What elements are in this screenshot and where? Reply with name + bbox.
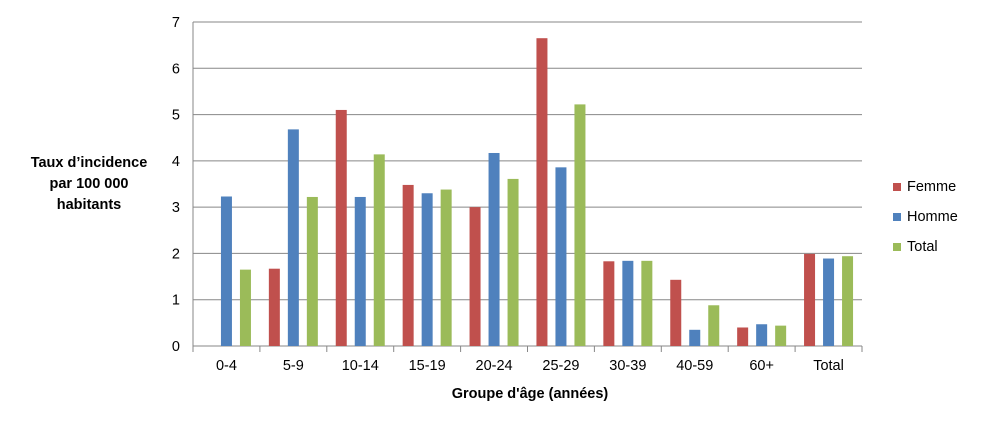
bar-homme-40-59 <box>689 329 701 346</box>
y-tick-label-3: 3 <box>172 200 180 216</box>
legend-swatch-femme <box>893 183 901 191</box>
x-tick-label-Total: Total <box>813 358 844 374</box>
bar-homme-0-4 <box>220 196 232 346</box>
x-tick-label-15-19: 15-19 <box>409 358 446 374</box>
bar-homme-Total <box>823 258 835 346</box>
x-tick-label-30-39: 30-39 <box>609 358 646 374</box>
y-tick-label-1: 1 <box>172 293 180 309</box>
bar-total-5-9 <box>306 196 318 346</box>
legend-label-femme: Femme <box>907 179 957 195</box>
bar-homme-10-14 <box>354 196 366 346</box>
legend-swatch-total <box>893 243 901 251</box>
bar-total-Total <box>842 256 854 346</box>
x-tick-label-25-29: 25-29 <box>542 358 579 374</box>
bar-femme-Total <box>804 253 816 346</box>
x-tick-label-0-4: 0-4 <box>216 358 237 374</box>
bar-homme-15-19 <box>421 193 433 346</box>
y-tick-label-4: 4 <box>172 154 180 170</box>
bar-femme-20-24 <box>469 207 481 346</box>
legend-item-femme: Femme <box>893 172 958 202</box>
y-tick-label-7: 7 <box>172 15 180 31</box>
legend-swatch-homme <box>893 213 901 221</box>
bar-homme-5-9 <box>287 129 299 346</box>
y-tick-label-5: 5 <box>172 108 180 124</box>
bar-homme-30-39 <box>622 260 634 346</box>
x-tick-label-60+: 60+ <box>749 358 774 374</box>
legend-label-homme: Homme <box>907 209 958 225</box>
x-tick-label-5-9: 5-9 <box>283 358 304 374</box>
bar-total-30-39 <box>641 260 653 346</box>
bar-femme-5-9 <box>268 268 280 346</box>
bar-femme-25-29 <box>536 38 548 346</box>
bar-total-25-29 <box>574 104 586 346</box>
bar-total-40-59 <box>708 305 720 346</box>
bar-femme-40-59 <box>670 279 682 346</box>
y-axis-label-line-3: habitants <box>56 197 122 213</box>
y-axis-label-line-2: par 100 000 <box>49 176 129 192</box>
y-axis-label: Taux d’incidence par 100 000 habitants <box>14 153 164 216</box>
bar-femme-30-39 <box>603 261 615 346</box>
legend: Femme Homme Total <box>893 172 958 262</box>
y-tick-label-0: 0 <box>172 339 180 355</box>
x-tick-label-20-24: 20-24 <box>476 358 513 374</box>
legend-item-homme: Homme <box>893 202 958 232</box>
bar-total-60+ <box>775 325 787 346</box>
bar-femme-60+ <box>737 327 749 346</box>
legend-item-total: Total <box>893 232 958 262</box>
bar-total-0-4 <box>239 269 251 346</box>
bar-femme-10-14 <box>335 109 347 346</box>
bar-femme-15-19 <box>402 184 414 346</box>
bar-total-10-14 <box>373 154 385 346</box>
x-tick-label-10-14: 10-14 <box>342 358 379 374</box>
bar-homme-60+ <box>756 324 768 346</box>
bar-total-15-19 <box>440 189 452 346</box>
bar-homme-20-24 <box>488 152 500 346</box>
bar-total-20-24 <box>507 178 519 346</box>
x-axis-label: Groupe d'âge (années) <box>451 386 609 402</box>
y-tick-label-2: 2 <box>172 246 180 262</box>
legend-label-total: Total <box>907 239 938 255</box>
x-tick-label-40-59: 40-59 <box>676 358 713 374</box>
bar-homme-25-29 <box>555 167 567 346</box>
y-tick-label-6: 6 <box>172 61 180 77</box>
y-axis-label-line-1: Taux d’incidence <box>30 155 148 171</box>
